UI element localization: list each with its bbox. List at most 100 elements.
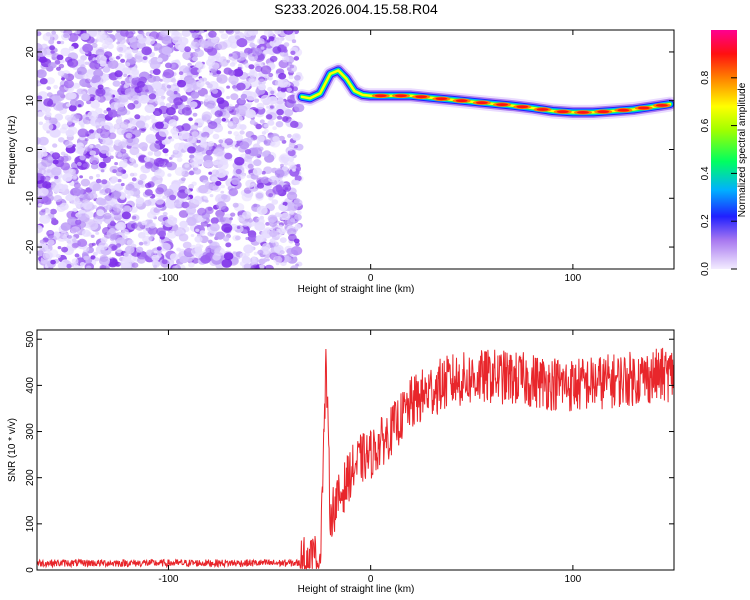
spectrogram-cell [77,128,89,138]
spectrogram-cell [150,206,161,216]
spectrogram-cell [247,218,254,223]
spectrogram-cell [145,89,149,93]
spectrogram-cell [161,259,168,265]
spectrogram-cell [221,142,228,148]
spectrogram-cell [121,173,129,179]
spectrogram-cell [184,163,190,168]
spectrogram-cell [61,123,69,130]
spectrogram-cell [147,181,155,188]
spectrogram-cell [190,198,195,203]
spectrogram-cell [189,205,193,209]
spectrogram-cell [129,39,141,49]
spectrogram-cell [42,32,53,42]
spectrogram-cell [269,55,278,62]
spectrogram-cell [171,85,176,90]
spectrogram-cell [153,264,158,269]
spectrogram-cell [182,241,192,249]
spectrogram-cell [217,41,228,50]
spectrogram-cell [236,82,246,91]
spectrogram-cell [281,205,286,209]
spectrogram-cell [76,66,87,75]
spectrogram-cell [148,236,153,241]
spectrogram-cell [95,178,102,184]
spectrogram-cell [197,69,202,73]
spectrogram-cell [270,90,275,95]
spectrogram-cell [82,43,93,53]
spectrogram-cell [190,234,195,237]
spectrogram-cell [109,165,119,174]
spectrogram-cell [104,37,114,45]
spectrogram-cell [65,103,71,107]
spectrogram-cell [89,97,95,102]
spectrogram-cell [166,84,172,89]
spectrogram-cell [37,31,42,36]
spectrogram-cell [210,37,219,44]
spectrogram-cell [85,116,90,120]
spectrogram-cell [230,190,237,195]
spectrogram-cell [88,243,94,248]
spectrogram-cell [159,30,168,37]
x-tick-label: 0 [368,273,374,284]
spectrogram-cell [254,218,259,223]
spectrogram-cell [60,151,66,156]
spectrogram-cell [42,122,54,132]
spectrogram-cell [278,135,285,141]
spectrogram-cell [131,262,139,268]
spectrogram-cell [64,114,72,121]
spectrogram-cell [257,249,264,255]
spectrogram-cell [242,229,248,234]
spectrogram-cell [52,159,59,165]
spectrogram-cell [271,199,279,205]
spectrogram-cell [143,240,151,247]
spectrogram-cell [206,100,217,109]
spectrogram-cell [294,103,305,113]
spectrogram-cell [84,61,89,65]
spectrogram-cell [45,251,54,259]
spectrogram-cell [90,100,100,109]
spectrogram-cell [158,105,169,115]
spectrogram-cell [226,85,231,89]
spectrogram-cell [220,190,225,194]
spectrogram-cell [101,179,108,185]
spectrogram-cell [112,203,123,212]
spectrogram-cell [60,59,65,64]
spectrogram-cell [154,96,164,105]
spectrogram-cell [139,173,147,181]
spectrogram-cell [249,119,256,125]
snr-y-label: SNR (10 * v/v) [7,418,18,482]
spectrogram-cell [82,163,88,168]
spectrogram-cell [169,253,179,261]
spectrogram-cell [49,33,59,41]
spectrogram-cell [129,146,140,156]
spectrogram-cell [283,30,294,35]
spectrogram-cell [51,95,62,104]
spectrogram-cell [135,120,146,129]
spectrogram-cell [141,46,152,56]
spectrogram-cell [296,210,302,215]
spectrogram-cell [117,154,123,158]
spectrogram-cell [223,252,234,261]
spectrogram-cell [55,254,61,259]
spectrogram-cell [100,264,110,269]
spectrogram-cell [116,43,128,53]
spectrogram-cell [268,196,274,201]
spectrogram-cell [70,226,81,235]
spectrogram-cell [199,141,208,148]
spectrogram-cell [286,64,298,73]
y-tick-label: 200 [25,469,36,486]
spectrogram-cell [82,201,93,210]
spectrogram-cell [181,107,192,116]
colorbar-tick-label: 0.8 [700,70,711,84]
spectrogram-cell [37,95,43,101]
spectrogram-cell [222,170,229,176]
spectrogram-cell [221,223,233,233]
spectrogram-cell [71,258,79,264]
spectrogram-cell [261,131,267,135]
spectrogram-cell [253,159,262,167]
spectrogram-cell [162,148,169,154]
spectrogram-cell [147,226,158,236]
spectrogram-cell [154,169,165,179]
spectrogram-cell [287,201,295,208]
spectrogram-cell [272,126,277,131]
spectrogram-cell [274,30,282,35]
